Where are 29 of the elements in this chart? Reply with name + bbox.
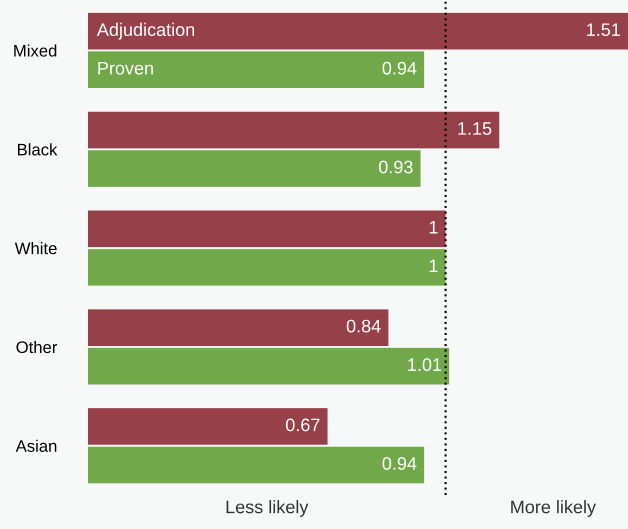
annotation: More likely (511, 500, 596, 517)
data-label: 0.67 (286, 418, 320, 432)
bar (88, 210, 446, 248)
bar (88, 112, 500, 148)
series-label: Proven (98, 62, 153, 75)
annotation: Less likely (226, 500, 308, 517)
bar (88, 408, 328, 445)
bar (88, 51, 424, 88)
bar (88, 150, 421, 187)
data-label: 1 (430, 221, 438, 234)
series-label: Adjudication (96, 22, 194, 40)
data-label: 0.94 (382, 62, 416, 75)
bar (88, 249, 446, 286)
y-tick-label: Asian (16, 440, 56, 452)
data-label: 1.51 (587, 23, 620, 36)
data-label: 1 (430, 260, 438, 272)
y-tick-label: Other (16, 340, 58, 354)
bar (88, 309, 388, 346)
data-label: 0.84 (346, 320, 381, 332)
data-label: 1.15 (458, 122, 492, 135)
y-tick-label: Black (18, 143, 58, 156)
bar (88, 348, 450, 384)
y-tick-label: White (14, 242, 57, 254)
data-label: 0.93 (378, 160, 413, 174)
bar (88, 446, 424, 484)
y-tick-label: Mixed (14, 44, 56, 57)
bar (88, 12, 628, 50)
data-label: 0.94 (382, 457, 416, 470)
data-label: 1.01 (408, 358, 442, 372)
